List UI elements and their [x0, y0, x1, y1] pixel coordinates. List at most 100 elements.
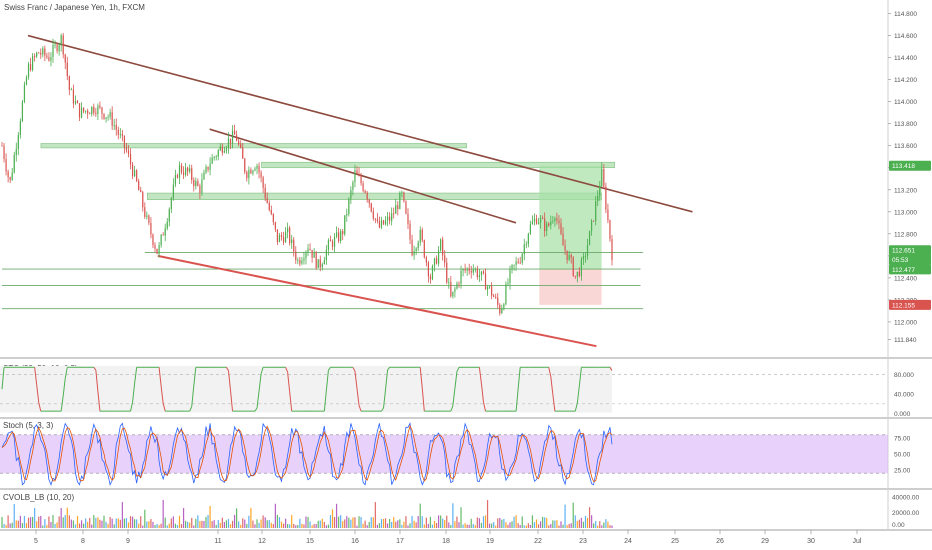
stoch-pane-label[interactable]: Stoch (5, 3, 3): [3, 421, 54, 430]
candle-body: [185, 167, 187, 175]
volume-bar: [348, 517, 350, 528]
candle-body: [360, 175, 362, 184]
volume-bar: [572, 502, 574, 528]
volume-bar: [278, 517, 281, 528]
date-tick-label: 22: [534, 538, 542, 545]
volume-bar: [146, 521, 148, 528]
volume-bar: [376, 524, 378, 528]
volume-bar: [590, 515, 593, 528]
candle-body: [70, 89, 72, 91]
candle-body: [240, 144, 242, 148]
candle-body: [203, 172, 205, 180]
volume-bar: [586, 517, 589, 528]
candle-body: [444, 255, 446, 263]
stc-segment: [287, 372, 291, 392]
volume-bar: [1, 516, 3, 528]
candle-body: [482, 271, 485, 274]
candle-body: [333, 236, 336, 247]
candle-body: [50, 57, 52, 61]
volume-bar: [574, 515, 576, 528]
candle-body: [121, 134, 123, 136]
volume-bar: [480, 522, 483, 528]
trend-line-2: [157, 254, 597, 348]
candle-body: [303, 258, 305, 261]
candle-body: [476, 268, 478, 278]
candle-body: [586, 245, 589, 256]
price-tick-label: 112.800: [894, 231, 917, 238]
stc-segment: [383, 389, 387, 409]
candle-body: [546, 223, 548, 231]
price-tick-label: 112.000: [894, 319, 917, 326]
volume-bar: [58, 516, 60, 528]
volume-bar: [450, 525, 452, 528]
volume-bar: [409, 523, 411, 528]
volume-bar: [299, 518, 301, 528]
candle-body: [368, 199, 370, 204]
candle-body: [411, 239, 413, 256]
candle-body: [370, 203, 372, 212]
volume-bar: [180, 524, 183, 528]
candle-body: [319, 259, 321, 268]
volume-bar: [78, 523, 81, 528]
volume-bar: [421, 516, 423, 528]
price-tag: [889, 264, 931, 275]
candle-body: [544, 218, 546, 231]
volume-bar: [397, 520, 399, 528]
volume-bar: [133, 519, 136, 528]
volume-bar: [442, 518, 444, 528]
candle-body: [593, 220, 595, 222]
candle-body: [603, 169, 605, 187]
candle-body: [560, 223, 562, 234]
volume-bar: [117, 518, 119, 528]
volume-bar: [148, 521, 150, 528]
date-tick-label: 12: [258, 538, 266, 545]
candle-body: [458, 283, 460, 285]
volume-bar: [15, 520, 17, 528]
stc-segment: [354, 370, 358, 389]
trend-line-0: [27, 34, 693, 213]
volume-bar: [495, 525, 497, 528]
stc-segment: [480, 383, 484, 403]
volume-bar: [197, 515, 199, 528]
candle-body: [213, 156, 215, 158]
candle-body: [305, 251, 307, 259]
stc-segment: [358, 405, 362, 412]
candle-body: [248, 169, 250, 179]
volume-bar: [103, 515, 105, 528]
stc-segment: [548, 367, 552, 377]
candle-body: [74, 101, 77, 104]
candle-body: [321, 264, 323, 268]
volume-bar: [523, 525, 525, 528]
stc-segment: [356, 388, 360, 406]
candle-body: [386, 216, 389, 221]
volume-bar: [5, 524, 7, 528]
volume-bar: [56, 522, 58, 528]
stc-segment: [385, 369, 389, 390]
volume-bar: [60, 507, 62, 528]
volume-bar: [605, 519, 607, 528]
volume-bar: [344, 519, 346, 528]
candle-body: [529, 224, 532, 234]
date-tick-label: 8: [81, 538, 85, 545]
volume-bar: [231, 520, 234, 528]
candle-body: [27, 64, 30, 78]
candle-body: [609, 220, 611, 240]
stc-segment: [328, 367, 331, 371]
candle-body: [195, 181, 197, 187]
candle-body: [460, 270, 462, 284]
stoch-d-line: [1, 424, 613, 482]
candle-body: [325, 249, 327, 261]
volume-bar: [472, 524, 474, 528]
cvol-pane-label[interactable]: CVOLB_LB (10, 20): [3, 493, 75, 502]
candle-body: [7, 171, 9, 178]
volume-bar: [242, 518, 244, 528]
volume-bar: [101, 520, 103, 528]
candle-body: [238, 140, 240, 145]
volume-bar: [607, 521, 609, 528]
stc-segment: [574, 403, 578, 412]
candle-body: [446, 262, 448, 283]
stc-segment: [452, 388, 456, 406]
candle-body: [62, 35, 64, 55]
volume-bar: [509, 522, 511, 528]
